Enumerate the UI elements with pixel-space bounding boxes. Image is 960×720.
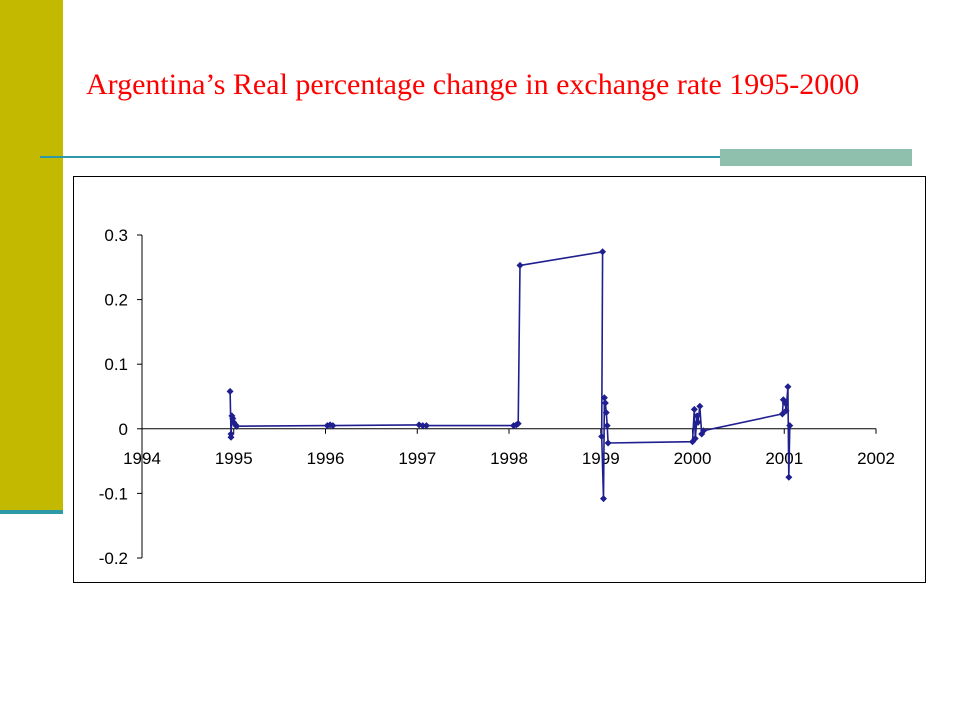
data-point [227, 433, 235, 441]
y-tick-label: 0.2 [104, 291, 128, 310]
line-chart: 0.3 0.2 0.1 0 -0.1 -0.2 1994 1995 1996 1997 1998 19… [99, 226, 895, 568]
data-point [599, 248, 607, 256]
left-accent-bar [0, 0, 63, 512]
slide-title: Argentina’s Real percentage change in ex… [86, 68, 860, 101]
y-tick-label: 0 [119, 420, 128, 439]
data-point [422, 422, 430, 430]
data-point [598, 433, 606, 441]
data-point [600, 495, 608, 503]
x-tick-label: 2001 [765, 449, 803, 468]
x-tick-label: 2002 [857, 449, 895, 468]
data-point [601, 399, 609, 407]
data-point [329, 422, 337, 430]
data-point [604, 439, 612, 447]
data-point [782, 407, 790, 415]
data-point [419, 422, 427, 430]
data-point [786, 422, 794, 430]
data-point [603, 422, 611, 430]
data-point [694, 418, 702, 426]
data-point [600, 394, 608, 402]
y-tick-label: 0.3 [104, 226, 128, 245]
y-tick-label: 0.1 [104, 355, 128, 374]
data-point [785, 473, 793, 481]
data-point [690, 405, 698, 413]
data-point [514, 420, 522, 428]
data-point [784, 383, 792, 391]
y-tick-label: -0.2 [99, 549, 128, 568]
data-point [516, 261, 524, 269]
data-point [696, 402, 704, 410]
title-divider [40, 156, 910, 158]
x-tick-label: 1997 [398, 449, 436, 468]
title-divider-block [720, 149, 912, 166]
data-point [691, 434, 699, 442]
x-tick-label: 1995 [215, 449, 253, 468]
data-point [415, 421, 423, 429]
data-point [226, 387, 234, 395]
data-point [700, 427, 708, 435]
x-tick-label: 1996 [307, 449, 345, 468]
data-point [781, 399, 789, 407]
chart-frame: 0.3 0.2 0.1 0 -0.1 -0.2 1994 1995 1996 1997 1998 19… [73, 176, 926, 583]
x-tick-label: 1998 [490, 449, 528, 468]
left-accent-bar-edge [0, 510, 63, 514]
y-tick-label: -0.1 [99, 484, 128, 503]
x-tick-label: 1994 [123, 449, 161, 468]
x-tick-label: 2000 [674, 449, 712, 468]
data-point [233, 422, 241, 430]
data-point [602, 409, 610, 417]
x-tick-label: 1999 [582, 449, 620, 468]
data-point [693, 412, 701, 420]
